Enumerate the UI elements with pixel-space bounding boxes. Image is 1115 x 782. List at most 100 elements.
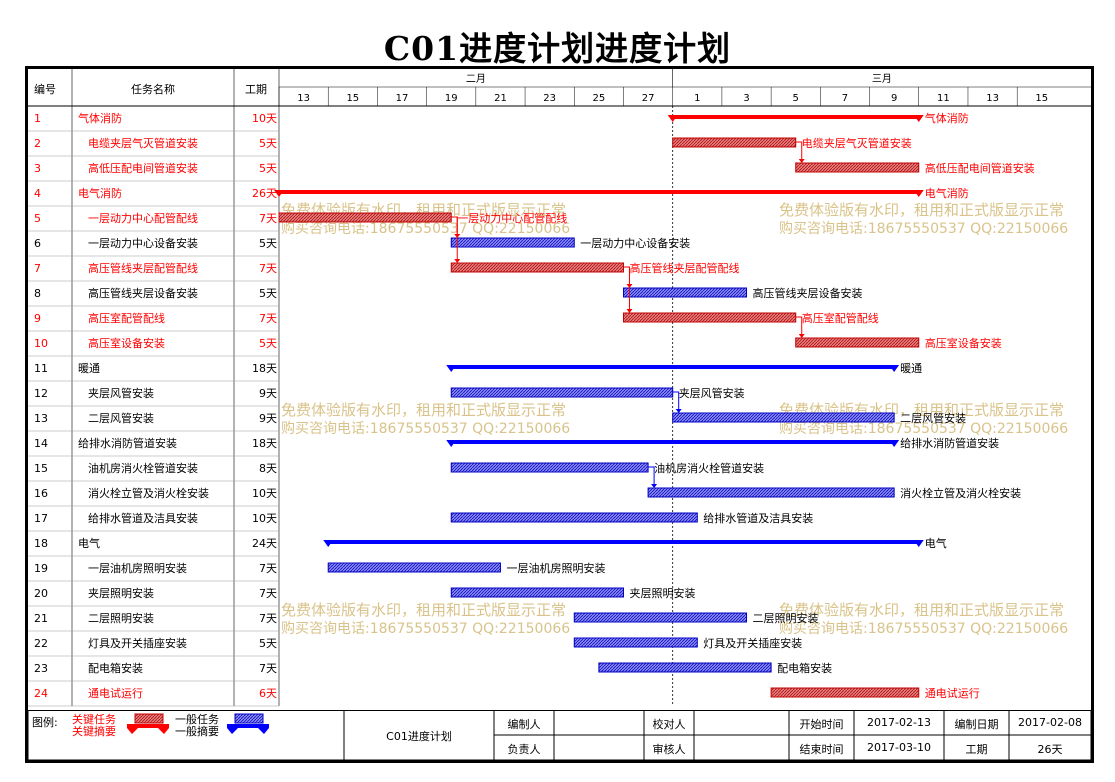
- task-bar-label: 给排水管道及洁具安装: [703, 511, 813, 525]
- task-bar-label: 一层油机房照明安装: [506, 561, 605, 575]
- task-name: 灯具及开关插座安装: [88, 636, 187, 650]
- watermark-text: 购买咨询电话:18675550537 QQ:22150066: [281, 421, 570, 437]
- task-bar-label: 灯具及开关插座安装: [703, 636, 802, 650]
- month-label: 二月: [466, 73, 486, 85]
- task-duration: 8天: [259, 462, 277, 475]
- task-name: 暖通: [78, 362, 100, 375]
- day-tick-label: 25: [593, 93, 606, 104]
- chart-title: C01进度计划进度计划: [383, 29, 732, 68]
- task-id: 14: [34, 437, 48, 450]
- task-name: 高压管线夹层配管配线: [88, 261, 198, 275]
- summary-end-marker: [913, 115, 924, 122]
- task-bar: [573, 637, 698, 648]
- summary-end-marker: [889, 365, 900, 372]
- day-tick-label: 11: [937, 93, 950, 104]
- end-label: 结束时间: [799, 743, 844, 756]
- summary-start-marker: [323, 540, 334, 547]
- legend-critical-summary: 关键摘要: [72, 725, 116, 738]
- task-bar-label: 高压管线夹层设备安装: [753, 286, 863, 300]
- watermark-text: 购买咨询电话:18675550537 QQ:22150066: [779, 421, 1068, 437]
- legend-normal-task-swatch: [234, 713, 264, 724]
- task-name: 油机房消火栓管道安装: [88, 461, 198, 475]
- day-tick-label: 13: [986, 93, 999, 104]
- task-bar-label: 气体消防: [925, 111, 969, 125]
- task-name: 电气消防: [78, 186, 122, 200]
- task-name: 一层油机房照明安装: [88, 561, 187, 575]
- day-tick-label: 5: [793, 93, 799, 104]
- task-bar-label: 油机房消火栓管道安装: [654, 461, 764, 475]
- task-bar: [450, 462, 649, 473]
- task-bar-label: 暖通: [900, 362, 922, 375]
- day-tick-label: 7: [842, 93, 848, 104]
- task-duration: 7天: [259, 312, 277, 325]
- task-id: 24: [34, 687, 48, 700]
- summary-bar: [279, 190, 919, 194]
- dependency-connector: [623, 266, 630, 310]
- task-id: 13: [34, 412, 48, 425]
- watermark-text: 免费体验版有水印，租用和正式版显示正常: [281, 601, 566, 619]
- task-duration: 9天: [259, 412, 277, 425]
- task-id: 19: [34, 562, 48, 575]
- task-duration: 18天: [252, 362, 277, 375]
- dependency-connector: [672, 391, 680, 410]
- task-duration: 9天: [259, 387, 277, 400]
- watermark-text: 购买咨询电话:18675550537 QQ:22150066: [281, 221, 570, 237]
- watermark-text: 购买咨询电话:18675550537 QQ:22150066: [779, 621, 1068, 637]
- task-id: 10: [34, 337, 48, 350]
- task-bar-label: 电气: [925, 536, 947, 550]
- task-bar: [647, 487, 895, 498]
- task-id: 15: [34, 462, 48, 475]
- footer-info: 图例: 关键任务 关键摘要 一般任务 一般摘要 C01进度计划 编制人 负责人 …: [28, 710, 1091, 760]
- day-tick-label: 9: [891, 93, 897, 104]
- task-bar-label: 二层风管安装: [900, 411, 966, 425]
- task-bar: [795, 337, 920, 348]
- task-id: 9: [34, 312, 41, 325]
- task-bar: [573, 612, 748, 623]
- legend-normal-summary: 一般摘要: [175, 725, 219, 738]
- task-id: 18: [34, 537, 48, 550]
- watermark-text: 免费体验版有水印，租用和正式版显示正常: [779, 601, 1064, 619]
- task-bar: [795, 162, 920, 173]
- task-bar: [770, 687, 920, 698]
- dependency-connector: [648, 466, 655, 485]
- checker-label: 校对人: [652, 718, 686, 731]
- task-bar-label: 高低压配电间管道安装: [925, 161, 1035, 175]
- task-bar: [327, 562, 501, 573]
- task-name: 夹层风管安装: [88, 386, 154, 400]
- task-name: 一层动力中心设备安装: [88, 236, 198, 250]
- task-id: 6: [34, 237, 41, 250]
- legend-critical-summary-swatch: [127, 724, 169, 734]
- dependency-connector: [795, 141, 803, 160]
- dependency-arrow: [798, 334, 805, 338]
- task-duration: 7天: [259, 587, 277, 600]
- task-id: 11: [34, 362, 48, 375]
- task-name: 配电箱安装: [88, 661, 143, 675]
- task-bar-label: 电气消防: [925, 186, 969, 200]
- day-tick-label: 15: [346, 93, 359, 104]
- editor-label: 编制人: [507, 718, 541, 731]
- task-bar: [450, 587, 624, 598]
- task-name: 电气: [78, 536, 100, 550]
- task-name: 一层动力中心配管配线: [88, 211, 198, 225]
- task-bar-label: 高压管线夹层配管配线: [629, 261, 739, 275]
- start-value: 2017-02-13: [867, 716, 931, 729]
- day-tick-label: 15: [1035, 93, 1048, 104]
- task-bar: [450, 387, 674, 398]
- task-duration: 18天: [252, 437, 277, 450]
- task-bar-label: 一层动力中心配管配线: [457, 211, 567, 225]
- summary-start-marker: [446, 365, 457, 372]
- task-bar: [622, 287, 748, 298]
- task-bar: [450, 237, 575, 248]
- task-id: 21: [34, 612, 48, 625]
- legend-normal-summary-swatch: [227, 724, 269, 734]
- task-bar: [672, 137, 797, 148]
- watermark-text: 购买咨询电话:18675550537 QQ:22150066: [779, 221, 1068, 237]
- summary-start-marker: [667, 115, 678, 122]
- task-bar-label: 通电试运行: [925, 687, 980, 700]
- task-id: 7: [34, 262, 41, 275]
- month-label: 三月: [872, 73, 892, 85]
- task-bar-label: 夹层照明安装: [629, 586, 695, 600]
- task-bar-label: 高压室配管配线: [802, 311, 879, 325]
- task-duration: 7天: [259, 612, 277, 625]
